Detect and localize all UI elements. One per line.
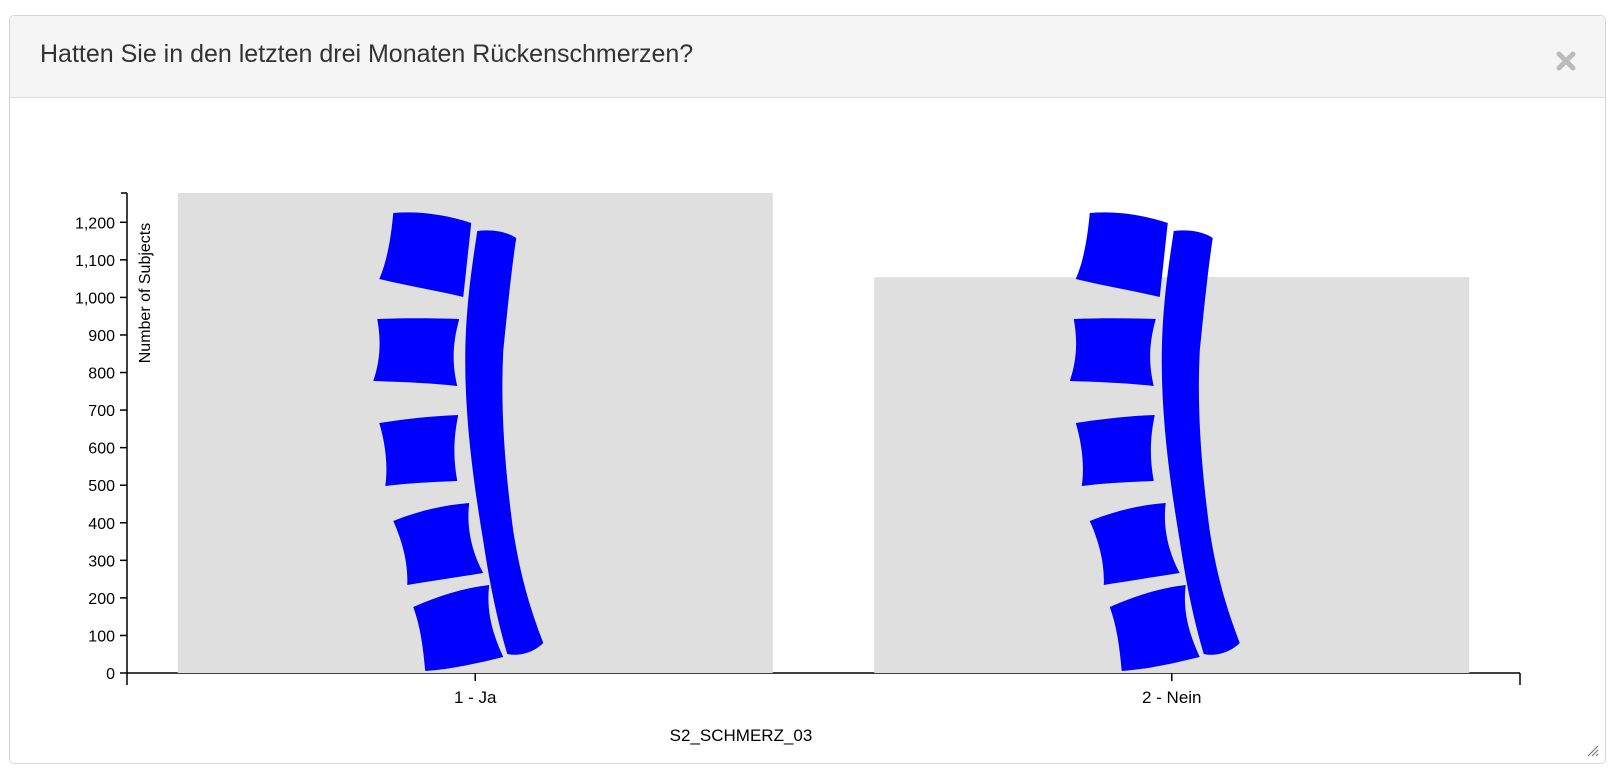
y-axis-label: Number of Subjects bbox=[137, 223, 154, 364]
dialog-title: Hatten Sie in den letzten drei Monaten R… bbox=[40, 40, 694, 68]
y-tick-label: 900 bbox=[88, 328, 115, 345]
x-tick-label: 2 - Nein bbox=[1142, 688, 1202, 707]
y-axis: 0 100 200 300 400 500 600 700 800 900 1,000 1,100 1,… bbox=[75, 192, 128, 683]
chart-dialog: Hatten Sie in den letzten drei Monaten R… bbox=[9, 15, 1606, 764]
y-tick-label: 1,200 bbox=[75, 215, 115, 232]
x-axis: 1 - Ja 2 - Nein bbox=[126, 672, 1521, 707]
close-icon[interactable] bbox=[1553, 48, 1579, 74]
y-tick-label: 700 bbox=[88, 403, 115, 420]
x-tick-label: 1 - Ja bbox=[454, 688, 497, 707]
y-tick-label: 500 bbox=[88, 478, 115, 495]
y-tick-label: 400 bbox=[88, 516, 115, 533]
resize-grip-icon[interactable] bbox=[1585, 743, 1599, 757]
y-tick-label: 200 bbox=[88, 591, 115, 608]
x-axis-label: S2_SCHMERZ_03 bbox=[670, 726, 813, 745]
dialog-header: Hatten Sie in den letzten drei Monaten R… bbox=[10, 16, 1605, 98]
y-tick-label: 300 bbox=[88, 553, 115, 570]
bar-chart: 0 100 200 300 400 500 600 700 800 900 1,000 1,100 1,… bbox=[75, 192, 1521, 745]
bars-group bbox=[177, 193, 1470, 673]
y-tick-label: 600 bbox=[88, 441, 115, 458]
y-tick-label: 1,100 bbox=[75, 253, 115, 270]
y-tick-label: 800 bbox=[88, 366, 115, 383]
y-tick-label: 100 bbox=[88, 628, 115, 645]
y-tick-label: 1,000 bbox=[75, 290, 115, 307]
y-tick-label: 0 bbox=[106, 666, 115, 683]
